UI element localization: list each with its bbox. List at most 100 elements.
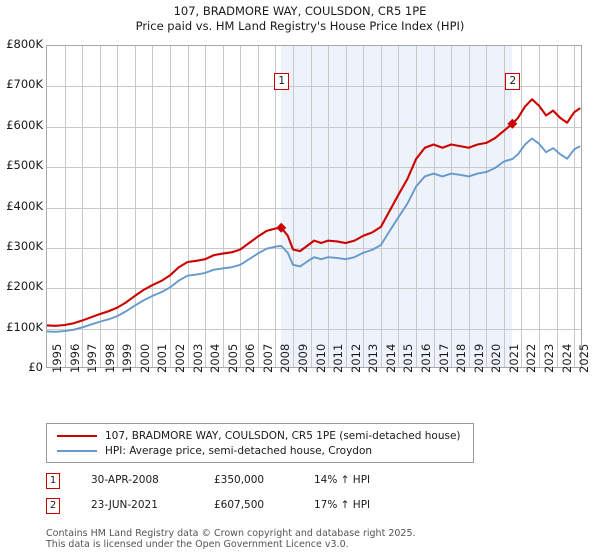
gridline-vertical [398,46,400,367]
x-axis-tick-label: 2019 [471,343,486,373]
gridline-vertical [416,46,418,367]
series-line-hpi [47,137,581,333]
x-axis-tick-label: 1997 [85,343,100,373]
x-axis-tick-label: 2010 [313,343,328,373]
gridline-vertical [82,46,84,367]
x-axis-tick-label: 2003 [190,343,205,373]
gridline-vertical [205,46,207,367]
x-axis-tick-label: 2024 [559,343,574,373]
y-axis-tick-label: £200K [6,279,43,294]
gridline-vertical [380,46,382,367]
x-axis-tick-label: 2004 [208,343,223,373]
gridline-horizontal [47,247,581,249]
sale-date: 23-JUN-2021 [91,499,158,511]
sales-history-table: 1 30-APR-2008 £350,000 14% ↑ HPI 2 23-JU… [46,472,466,522]
gridline-vertical [433,46,435,367]
gridline-vertical [503,46,505,367]
gridline-vertical [468,46,470,367]
y-axis-tick-label: £0 [28,360,43,374]
x-axis-tick-label: 1999 [120,343,135,373]
gridline-vertical [275,46,277,367]
x-axis-tick-label: 2012 [348,343,363,373]
x-axis-tick-label: 2006 [243,343,258,373]
gridline-vertical [257,46,259,367]
gridline-horizontal [47,126,581,128]
footer-attribution: Contains HM Land Registry data © Crown c… [46,528,586,550]
title-block: 107, BRADMORE WAY, COULSDON, CR5 1PE Pri… [0,4,600,34]
x-axis-tick-label: 2017 [436,343,451,373]
gridline-vertical [293,46,295,367]
price-series-svg [47,98,581,333]
x-axis-tick-label: 2011 [331,343,346,373]
x-axis-tick-label: 2001 [155,343,170,373]
x-axis: 1995 1996 1997 1998 1999 2000 2001 2002 2003 2004… [46,344,591,416]
gridline-vertical [539,46,541,367]
gridline-vertical [170,46,172,367]
footer-line-2: This data is licensed under the Open Gov… [46,539,349,550]
x-axis-tick-label: 1995 [50,343,64,373]
sale-point-marker [276,222,287,233]
table-row: 2 23-JUN-2021 £607,500 17% ↑ HPI [46,497,466,522]
y-axis: £0 £100K £200K £300K £400K £500K £600K £700K £80… [0,0,46,400]
x-axis-tick-label: 2000 [137,343,152,373]
y-axis-tick-label: £300K [6,238,43,253]
x-axis-tick-label: 2015 [401,343,416,373]
x-axis-tick-label: 2013 [366,343,381,373]
x-axis-tick-label: 2018 [454,343,469,373]
gridline-vertical [328,46,330,367]
x-axis-tick-label: 2021 [506,343,521,373]
legend-swatch-red-icon [57,434,97,437]
gridline-vertical [451,46,453,367]
shaded-ownership-band [281,46,513,367]
y-axis-tick-label: £700K [6,77,43,92]
sale-index-badge: 2 [46,498,60,514]
gridline-vertical [345,46,347,367]
gridline-vertical [134,46,136,367]
x-axis-tick-label: 2008 [278,343,293,373]
gridline-vertical [222,46,224,367]
sale-price: £350,000 [214,474,265,486]
x-axis-tick-label: 2005 [225,343,240,373]
y-axis-tick-label: £800K [6,37,43,51]
x-axis-tick-label: 2002 [173,343,188,373]
x-axis-tick-label: 2020 [489,343,504,373]
series-line-property [47,98,581,327]
sale-price: £607,500 [214,499,265,511]
sale-point-marker [507,118,518,129]
gridline-vertical [556,46,558,367]
gridline-vertical [574,46,576,367]
sale-date: 30-APR-2008 [91,474,159,486]
legend-item-property: 107, BRADMORE WAY, COULSDON, CR5 1PE (se… [53,428,467,443]
y-axis-tick-label: £400K [6,198,43,213]
gridline-vertical [240,46,242,367]
table-row: 1 30-APR-2008 £350,000 14% ↑ HPI [46,472,466,497]
legend-label-property: 107, BRADMORE WAY, COULSDON, CR5 1PE (se… [105,429,461,442]
legend-label-hpi: HPI: Average price, semi-detached house,… [105,444,373,457]
gridline-vertical [310,46,312,367]
gridline-vertical [152,46,154,367]
sale-hpi-delta: 14% ↑ HPI [314,474,371,486]
gridline-vertical [117,46,119,367]
sale-event-flag[interactable]: 2 [505,73,521,90]
chart-legend: 107, BRADMORE WAY, COULSDON, CR5 1PE (se… [46,423,474,463]
x-axis-tick-label: 2014 [383,343,398,373]
page-title: 107, BRADMORE WAY, COULSDON, CR5 1PE [173,4,427,18]
legend-item-hpi: HPI: Average price, semi-detached house,… [53,443,467,458]
gridline-horizontal [47,86,581,88]
x-axis-tick-label: 1996 [67,343,82,373]
x-axis-tick-label: 2025 [577,343,592,373]
sale-event-flag[interactable]: 1 [274,73,290,90]
gridline-vertical [363,46,365,367]
gridline-vertical [187,46,189,367]
y-axis-tick-label: £100K [6,319,43,334]
gridline-vertical [486,46,488,367]
gridline-horizontal [47,167,581,169]
gridline-horizontal [47,207,581,209]
gridline-horizontal [47,288,581,290]
sale-hpi-delta: 17% ↑ HPI [314,499,371,511]
gridline-vertical [64,46,66,367]
page-subtitle: Price paid vs. HM Land Registry's House … [135,19,465,33]
sale-index-badge: 1 [46,473,60,489]
